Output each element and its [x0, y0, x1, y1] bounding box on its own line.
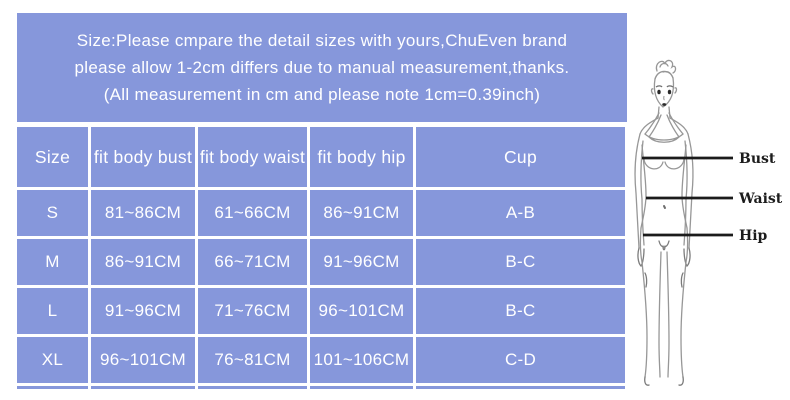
- hip-cell: 101~106CM: [310, 337, 413, 383]
- bust-cell: 96~101CM: [91, 337, 195, 383]
- table-header-row: Size fit body bust fit body waist fit bo…: [17, 127, 625, 187]
- female-body-sketch: Bust Waist Hip: [634, 59, 783, 386]
- cup-cell: C-D: [416, 337, 625, 383]
- size-table: Size fit body bust fit body waist fit bo…: [14, 124, 628, 392]
- notice-box: Size:Please cmpare the detail sizes with…: [17, 13, 627, 122]
- size-cell: S: [17, 190, 88, 236]
- waist-cell: 66~71CM: [198, 239, 307, 285]
- column-header-cup: Cup: [416, 127, 625, 187]
- cutoff-cell: [17, 386, 88, 389]
- cup-cell: A-B: [416, 190, 625, 236]
- column-header-waist: fit body waist: [198, 127, 307, 187]
- cutoff-cell: [310, 386, 413, 389]
- cutoff-cell: [198, 386, 307, 389]
- waist-cell: 71~76CM: [198, 288, 307, 334]
- notice-line-3: (All measurement in cm and please note 1…: [103, 84, 541, 104]
- cutoff-cell: [416, 386, 625, 389]
- cup-cell: B-C: [416, 288, 625, 334]
- bust-cell: 86~91CM: [91, 239, 195, 285]
- column-header-bust: fit body bust: [91, 127, 195, 187]
- column-header-size: Size: [17, 127, 88, 187]
- notice-line-2: please allow 1-2cm differs due to manual…: [74, 57, 570, 77]
- table-row-l: L 91~96CM 71~76CM 96~101CM B-C: [17, 288, 625, 334]
- waist-cell: 61~66CM: [198, 190, 307, 236]
- hip-cell: 96~101CM: [310, 288, 413, 334]
- bust-cell: 91~96CM: [91, 288, 195, 334]
- table-row-m: M 86~91CM 66~71CM 91~96CM B-C: [17, 239, 625, 285]
- size-cell: M: [17, 239, 88, 285]
- cup-cell: B-C: [416, 239, 625, 285]
- hip-label: Hip: [739, 228, 768, 244]
- cutoff-row: [17, 386, 625, 389]
- size-cell: L: [17, 288, 88, 334]
- hip-cell: 86~91CM: [310, 190, 413, 236]
- hip-cell: 91~96CM: [310, 239, 413, 285]
- bust-cell: 81~86CM: [91, 190, 195, 236]
- bust-label: Bust: [739, 151, 776, 167]
- waist-cell: 76~81CM: [198, 337, 307, 383]
- body-measurement-figure: Bust Waist Hip: [630, 55, 790, 400]
- table-row-s: S 81~86CM 61~66CM 86~91CM A-B: [17, 190, 625, 236]
- size-cell: XL: [17, 337, 88, 383]
- cutoff-cell: [91, 386, 195, 389]
- table-row-xl: XL 96~101CM 76~81CM 101~106CM C-D: [17, 337, 625, 383]
- column-header-hip: fit body hip: [310, 127, 413, 187]
- notice-line-1: Size:Please cmpare the detail sizes with…: [76, 30, 568, 50]
- waist-label: Waist: [738, 191, 783, 207]
